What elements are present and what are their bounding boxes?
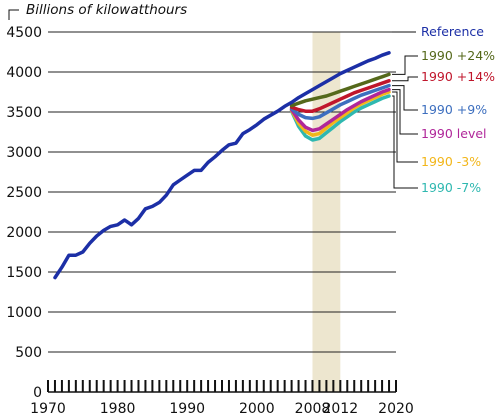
series-line	[289, 87, 391, 133]
legend-connector	[392, 85, 418, 111]
x-tick-label: 2000	[239, 401, 275, 415]
legend-label: 1990 +9%	[421, 102, 487, 117]
series-line	[289, 94, 391, 142]
legend-connector	[392, 95, 418, 189]
legend-label: 1990 +14%	[421, 69, 495, 84]
legend-label: Reference	[421, 24, 484, 39]
legend-label: 1990 -7%	[421, 180, 481, 195]
y-tick-label: 2000	[6, 225, 42, 241]
y-tick-label: 2500	[6, 185, 42, 201]
series-line	[289, 79, 391, 113]
x-tick-label: 2020	[378, 401, 414, 415]
legend: Reference 1990 +24% 1990 +14% 1990 +9% 1990 …	[392, 24, 495, 195]
y-axis-title-bracket	[8, 9, 19, 20]
y-tick-label: 3000	[6, 145, 42, 161]
legend-label: 1990 level	[421, 126, 487, 141]
y-axis-title: Billions of kilowatthours	[26, 2, 187, 18]
series-line	[53, 51, 391, 280]
legend-label: 1990 +24%	[421, 48, 495, 63]
x-tick-label: 2008	[295, 401, 331, 415]
series-line	[289, 72, 391, 108]
x-tick-label: 2012	[322, 401, 358, 415]
y-tick-label: 3500	[6, 105, 42, 121]
legend-connector	[392, 91, 418, 163]
legend-connector	[392, 89, 418, 135]
series-line	[289, 83, 391, 121]
y-tick-label: 4500	[6, 25, 42, 41]
y-tick-label: 1500	[6, 265, 42, 281]
x-tick-label: 1980	[100, 401, 136, 415]
series-lines	[53, 51, 391, 280]
y-tick-label: 500	[15, 345, 42, 361]
legend-label: 1990 -3%	[421, 154, 481, 169]
gridlines	[48, 31, 396, 353]
y-tick-label: 0	[33, 385, 42, 401]
y-tick-label: 4000	[6, 65, 42, 81]
series-line	[289, 90, 391, 137]
legend-connector	[392, 76, 418, 82]
y-tick-label: 1000	[6, 305, 42, 321]
x-tick-label: 1970	[30, 401, 66, 415]
legend-connector	[392, 55, 418, 75]
y-axis-title-group: Billions of kilowatthours	[8, 2, 187, 20]
y-axis-ticks: 0 500 1000 1500 2000 2500 3000 3500 4000 4500	[6, 25, 42, 401]
x-tick-label: 1990	[169, 401, 205, 415]
